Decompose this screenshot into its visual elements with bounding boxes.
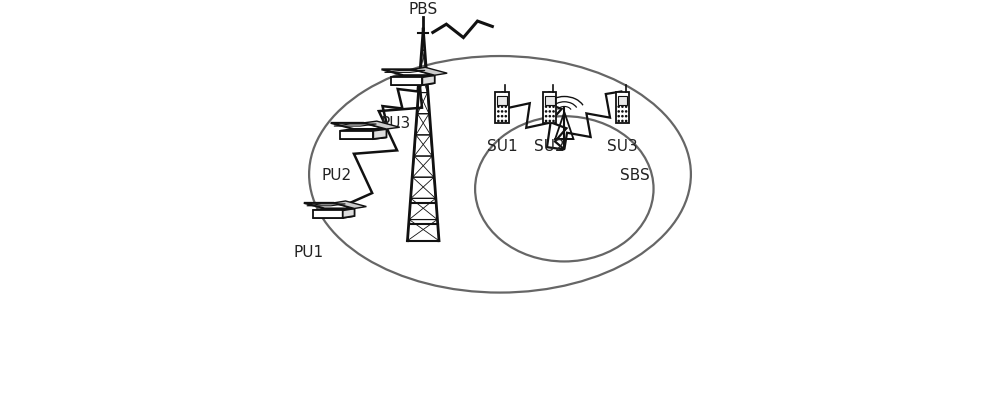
- Circle shape: [549, 116, 550, 117]
- Polygon shape: [422, 75, 435, 85]
- Circle shape: [498, 120, 499, 122]
- Circle shape: [618, 116, 619, 117]
- Circle shape: [622, 120, 623, 122]
- Polygon shape: [543, 93, 556, 124]
- Polygon shape: [313, 208, 355, 210]
- Circle shape: [553, 116, 554, 117]
- Circle shape: [626, 120, 627, 122]
- Text: PBS: PBS: [409, 2, 438, 17]
- Circle shape: [618, 106, 619, 107]
- Circle shape: [505, 120, 506, 122]
- Text: SBS: SBS: [620, 168, 650, 183]
- Circle shape: [501, 111, 503, 112]
- Polygon shape: [373, 129, 386, 139]
- Circle shape: [498, 116, 499, 117]
- Circle shape: [626, 116, 627, 117]
- Polygon shape: [313, 210, 343, 218]
- Circle shape: [549, 111, 550, 112]
- Circle shape: [545, 116, 547, 117]
- Polygon shape: [391, 77, 422, 85]
- Circle shape: [505, 111, 506, 112]
- Text: PU3: PU3: [380, 116, 411, 131]
- Polygon shape: [364, 121, 400, 129]
- Polygon shape: [618, 96, 627, 105]
- Polygon shape: [391, 83, 435, 85]
- Circle shape: [553, 120, 554, 122]
- Polygon shape: [334, 201, 366, 208]
- Polygon shape: [497, 96, 507, 105]
- Polygon shape: [313, 216, 355, 218]
- Circle shape: [501, 116, 503, 117]
- Text: SU1: SU1: [487, 139, 517, 154]
- Circle shape: [622, 106, 623, 107]
- Circle shape: [501, 106, 503, 107]
- Circle shape: [553, 111, 554, 112]
- Polygon shape: [334, 124, 376, 126]
- Circle shape: [626, 111, 627, 112]
- Circle shape: [618, 111, 619, 112]
- Polygon shape: [385, 71, 425, 72]
- Circle shape: [626, 106, 627, 107]
- Text: PU2: PU2: [321, 168, 351, 183]
- Circle shape: [545, 106, 547, 107]
- Text: SU3: SU3: [607, 139, 638, 154]
- Polygon shape: [391, 75, 435, 77]
- Polygon shape: [545, 96, 555, 105]
- Circle shape: [505, 116, 506, 117]
- Polygon shape: [616, 93, 629, 124]
- Polygon shape: [304, 203, 355, 208]
- Circle shape: [498, 111, 499, 112]
- Polygon shape: [495, 93, 509, 124]
- Circle shape: [498, 106, 499, 107]
- Polygon shape: [343, 208, 355, 218]
- Circle shape: [545, 120, 547, 122]
- Circle shape: [505, 106, 506, 107]
- Circle shape: [549, 106, 550, 107]
- Circle shape: [501, 120, 503, 122]
- Polygon shape: [381, 69, 435, 75]
- Circle shape: [545, 111, 547, 112]
- Polygon shape: [413, 67, 447, 75]
- Circle shape: [622, 111, 623, 112]
- Polygon shape: [340, 129, 386, 131]
- Polygon shape: [340, 137, 386, 139]
- Text: SU2: SU2: [534, 139, 565, 154]
- Circle shape: [553, 106, 554, 107]
- Polygon shape: [331, 123, 386, 129]
- Text: PU1: PU1: [293, 245, 323, 260]
- Circle shape: [618, 120, 619, 122]
- Polygon shape: [307, 204, 345, 206]
- Circle shape: [549, 120, 550, 122]
- Circle shape: [622, 116, 623, 117]
- Polygon shape: [340, 131, 373, 139]
